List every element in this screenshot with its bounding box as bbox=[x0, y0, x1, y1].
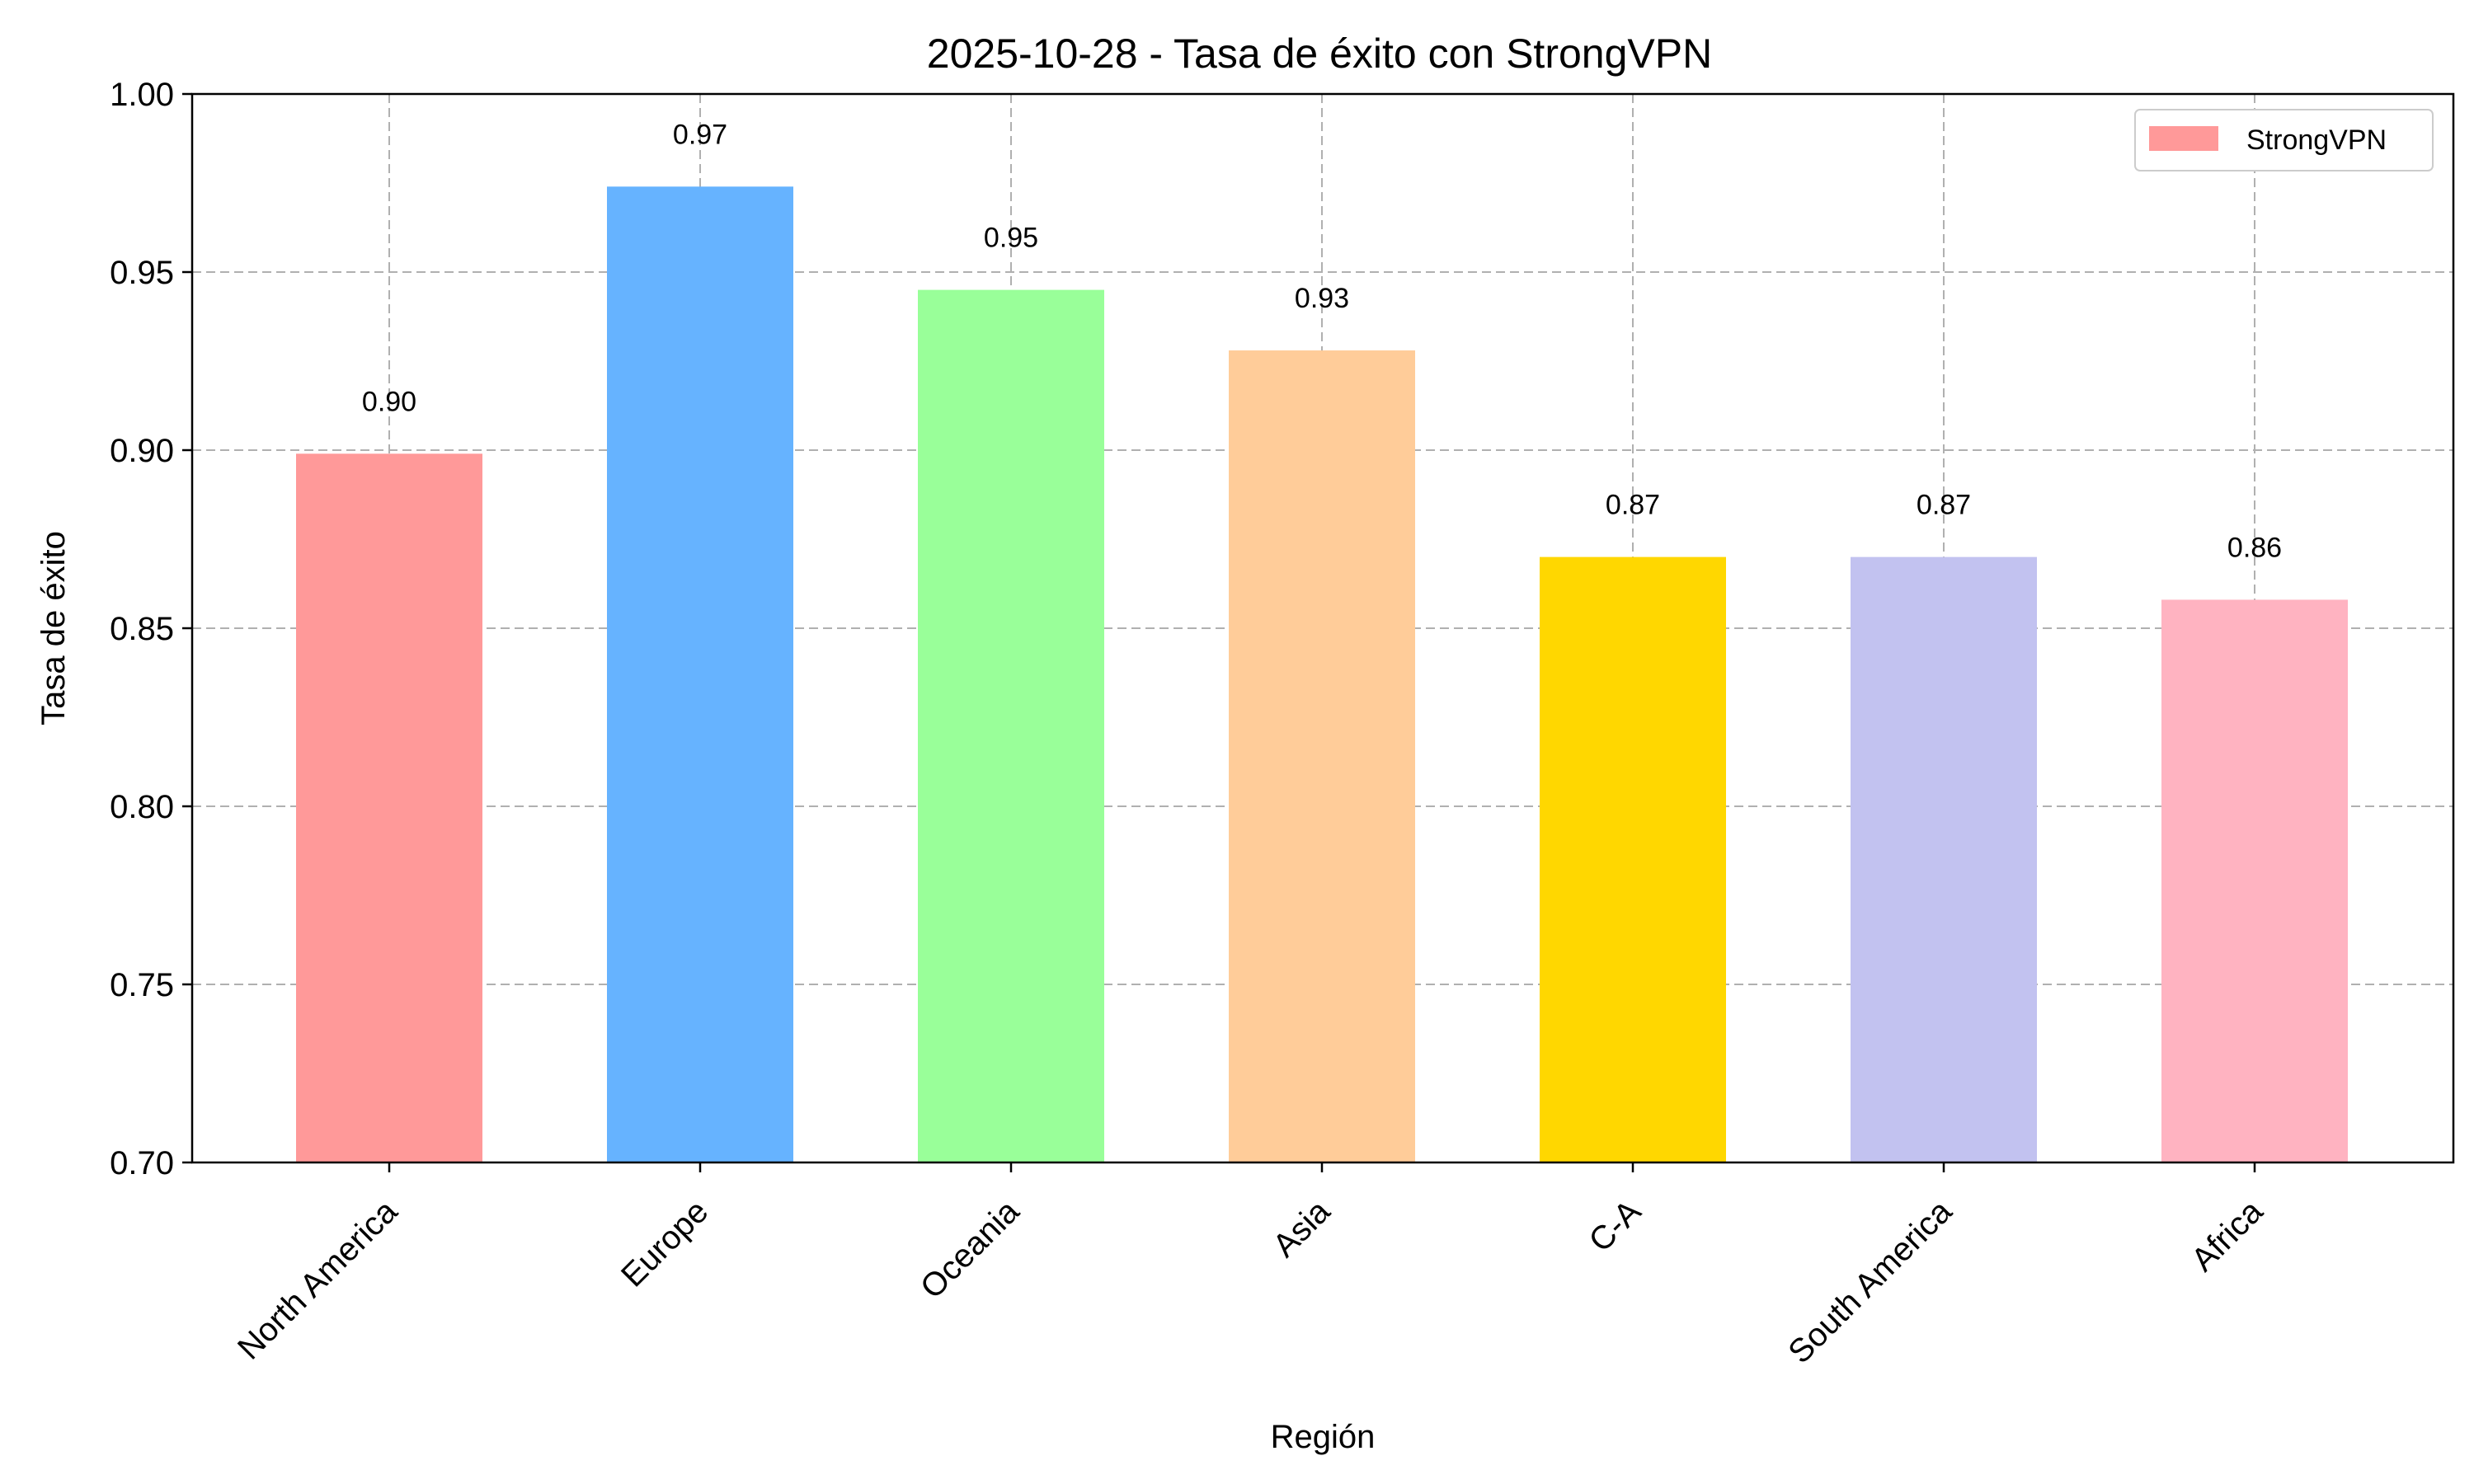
legend-label: StrongVPN bbox=[2246, 124, 2387, 156]
value-labels: 0.90 0.97 0.95 0.93 0.87 0.87 0.86 bbox=[362, 119, 2282, 563]
y-tick-label: 0.75 bbox=[110, 967, 174, 1003]
y-tick-label: 0.70 bbox=[110, 1145, 174, 1181]
bar bbox=[1851, 556, 2037, 1162]
legend-box bbox=[2134, 109, 2434, 171]
chart-title: 2025-10-28 - Tasa de éxito con StrongVPN bbox=[927, 31, 1712, 77]
y-tick-label: 0.80 bbox=[110, 789, 174, 825]
bar bbox=[1540, 556, 1726, 1162]
plot-frame bbox=[190, 92, 2455, 1164]
bar-value-label: 0.90 bbox=[362, 386, 416, 417]
y-axis-label: Tasa de éxito bbox=[35, 531, 72, 726]
y-tick-label: 1.00 bbox=[110, 77, 174, 113]
y-tick-label: 0.95 bbox=[110, 255, 174, 291]
bar-value-label: 0.87 bbox=[1917, 490, 1971, 521]
y-tick-label: 0.85 bbox=[110, 611, 174, 647]
bars bbox=[296, 186, 2348, 1163]
bar bbox=[607, 186, 793, 1162]
y-tick-label: 0.90 bbox=[110, 433, 174, 469]
y-axis: 0.70 0.75 0.80 0.85 0.90 0.95 1.00 bbox=[110, 77, 192, 1181]
bar-value-label: 0.93 bbox=[1295, 283, 1349, 314]
bar bbox=[1229, 350, 1415, 1162]
bar-value-label: 0.97 bbox=[673, 119, 727, 150]
x-axis-label: Región bbox=[1271, 1419, 1376, 1455]
bar bbox=[296, 453, 482, 1162]
bar bbox=[918, 289, 1104, 1163]
legend: StrongVPN bbox=[2134, 109, 2434, 171]
bar-value-label: 0.87 bbox=[1606, 490, 1660, 521]
bar-value-label: 0.95 bbox=[984, 223, 1038, 254]
legend-swatch bbox=[2149, 126, 2218, 151]
bar bbox=[2161, 599, 2348, 1162]
bar-value-label: 0.86 bbox=[2227, 532, 2282, 563]
